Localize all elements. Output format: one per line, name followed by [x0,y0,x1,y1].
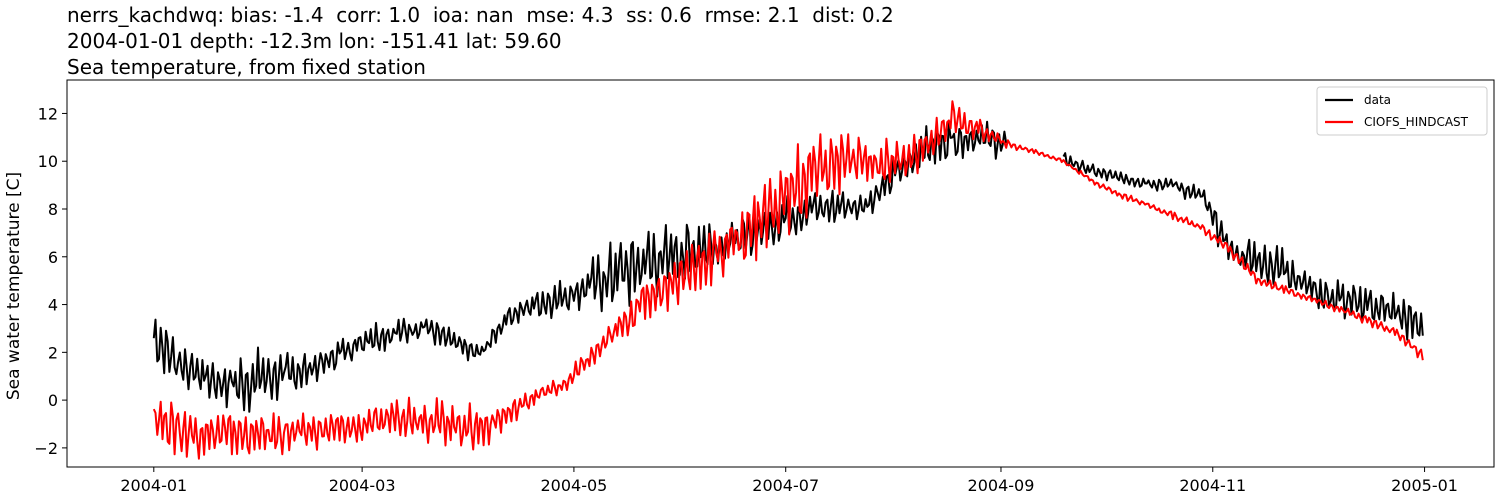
series-line-ciofs-hindcast [152,100,1424,460]
chart-title-station: 2004-01-01 depth: -12.3m lon: -151.41 la… [67,29,562,53]
y-tick-label-8: 8 [48,200,58,219]
y-tick-label-6: 6 [48,248,58,267]
y-tick-label-0: 0 [48,391,58,410]
legend-entry-ciofs-hindcast: CIOFS_HINDCAST [1364,115,1469,129]
x-tick-label-2005-01: 2005-01 [1391,476,1458,495]
x-tick-label-2004-05: 2004-05 [540,476,607,495]
plot-frame [66,79,1495,468]
x-tick-label-2004-01: 2004-01 [120,476,187,495]
legend: data CIOFS_HINDCAST [1316,86,1488,136]
x-tick-label-2004-03: 2004-03 [329,476,396,495]
x-tick-label-2004-11: 2004-11 [1179,476,1246,495]
plot-area [152,100,1424,460]
y-tick-label-4: 4 [48,296,58,315]
legend-box [1316,86,1488,136]
y-tick-label-12: 12 [38,104,58,123]
y-tick-label--2: −2 [34,439,58,458]
x-tick-label-2004-09: 2004-09 [968,476,1035,495]
chart-title-block: nerrs_kachdwq: bias: -1.4 corr: 1.0 ioa:… [67,2,894,80]
series-line-data [152,120,1424,413]
chart-title-variable: Sea temperature, from fixed station [67,55,426,79]
axes: 2004-01 2004-03 2004-05 2004-07 2004-09 2004-… [34,79,1495,495]
y-tick-label-10: 10 [38,152,58,171]
x-tick-label-2004-07: 2004-07 [752,476,819,495]
chart-title-stats: nerrs_kachdwq: bias: -1.4 corr: 1.0 ioa:… [67,3,894,27]
y-axis-label: Sea water temperature [C] [4,172,24,400]
legend-entry-data: data [1364,93,1391,107]
y-tick-label-2: 2 [48,343,58,362]
